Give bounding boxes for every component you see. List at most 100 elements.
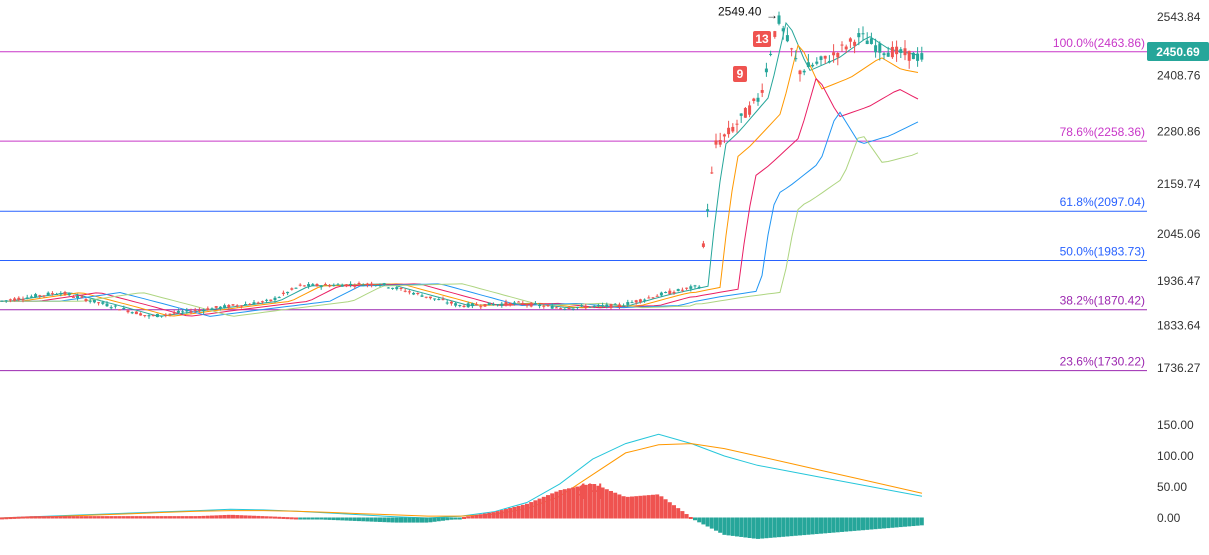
candle-body-159 [668,290,672,295]
macd-histogram-bar-4 [16,516,21,519]
candle-body-218 [916,53,920,61]
candle-body-72 [302,285,306,287]
macd-histogram-bar-131 [550,493,555,519]
macd-histogram-bar-84 [352,517,357,521]
macd-histogram-bar-155 [651,494,655,519]
macd-histogram-bar-19 [79,516,84,519]
candle-body-29 [122,307,126,310]
macd-histogram-bar-143 [600,487,605,519]
candle-body-153 [643,299,647,301]
macd-histogram-bar-88 [369,517,374,522]
macd-tick-label-3: 0.00 [1157,511,1181,525]
candle-body-98 [412,292,416,295]
candle-body-155 [651,297,655,299]
candle-body-41 [172,312,176,314]
macd-histogram-bar-52 [218,515,223,519]
candle-body-46 [193,309,197,311]
candle-body-20 [84,299,88,302]
candle-body-167 [701,243,705,247]
candle-body-55 [231,304,235,306]
candle-body-35 [147,315,151,317]
macd-histogram-bar-82 [344,517,349,521]
candle-body-112 [470,303,474,307]
macd-histogram-bar-34 [142,516,147,519]
candle-body-196 [823,55,827,59]
macd-histogram-bar-125 [525,503,529,519]
macd-histogram-bar-29 [121,516,126,519]
macd-histogram-bar-13 [54,516,59,519]
macd-histogram-bar-209 [877,517,882,529]
candle-body-195 [819,56,823,60]
current-price-tag[interactable]: 2450.69 [1147,42,1209,61]
macd-histogram-bar-201 [844,517,849,532]
macd-histogram-bar-159 [667,502,672,519]
candle-body-5 [21,299,25,301]
candle-body-158 [664,291,668,293]
macd-histogram-bar-197 [827,517,832,533]
macd-histogram-bar-95 [399,517,403,523]
macd-histogram-bar-130 [546,495,550,519]
candle-body-88 [370,283,374,286]
macd-histogram-bar-190 [798,517,802,536]
candle-body-17 [71,296,75,298]
candle-body-132 [554,307,558,309]
macd-histogram-bar-92 [386,517,391,523]
candle-body-65 [273,297,277,301]
candle-body-183 [769,53,773,55]
macd-histogram-bar-188 [789,517,794,537]
candle-body-6 [25,297,29,299]
macd-histogram-bar-183 [768,517,773,538]
candle-body-149 [626,302,630,305]
candle-body-78 [328,285,332,287]
macd-histogram-bar-110 [462,517,466,520]
candle-body-48 [202,309,206,312]
macd-histogram-bar-118 [495,511,500,519]
macd-histogram-bar-65 [273,516,277,519]
macd-histogram-bar-151 [634,496,639,519]
price-tick-label-7: 1736.27 [1157,361,1201,375]
macd-histogram-bar-121 [508,507,513,519]
candle-body-38 [160,315,164,317]
macd-histogram-bar-33 [138,516,143,519]
candle-body-16 [67,293,71,296]
macd-histogram-bar-60 [252,515,256,519]
candle-body-172 [722,134,726,137]
macd-histogram-bar-185 [777,517,781,538]
candle-body-130 [546,305,550,307]
macd-histogram-bar-6 [25,516,30,519]
candle-body-113 [475,304,479,306]
candle-body-94 [395,287,399,290]
candle-body-13 [55,294,59,296]
macd-histogram-bar-173 [726,517,731,536]
macd-histogram-bar-200 [840,517,844,532]
macd-histogram-bar-138 [579,485,584,519]
macd-histogram-bar-141 [592,484,597,519]
candle-body-74 [311,284,315,286]
macd-histogram-bar-87 [365,517,370,522]
macd-histogram-bar-91 [382,517,387,523]
macd-histogram-bar-164 [688,517,693,520]
macd-histogram-bar-93 [390,517,395,523]
macd-histogram-bar-72 [302,517,307,520]
candle-body-200 [840,44,844,46]
moving-averages [0,21,919,317]
candle-body-150 [630,302,634,304]
candle-body-69 [290,288,294,290]
candle-body-181 [760,90,764,93]
candle-body-214 [899,49,903,53]
macd-histogram-bar-14 [58,516,63,519]
candle-body-152 [638,299,642,302]
macd-histogram-bar-113 [474,514,479,519]
macd-histogram-bar-98 [411,517,416,523]
macd-histogram-bar-66 [277,516,282,519]
candle-body-185 [777,15,781,24]
candle-body-194 [815,61,819,64]
macd-histogram-bar-171 [718,517,723,533]
candle-body-211 [886,52,890,57]
macd-histogram-bar-47 [197,516,202,519]
macd-histogram-bar-1 [4,517,9,520]
candle-body-134 [563,308,567,310]
candle-body-31 [130,312,134,314]
macd-histogram-bar-62 [260,516,265,519]
